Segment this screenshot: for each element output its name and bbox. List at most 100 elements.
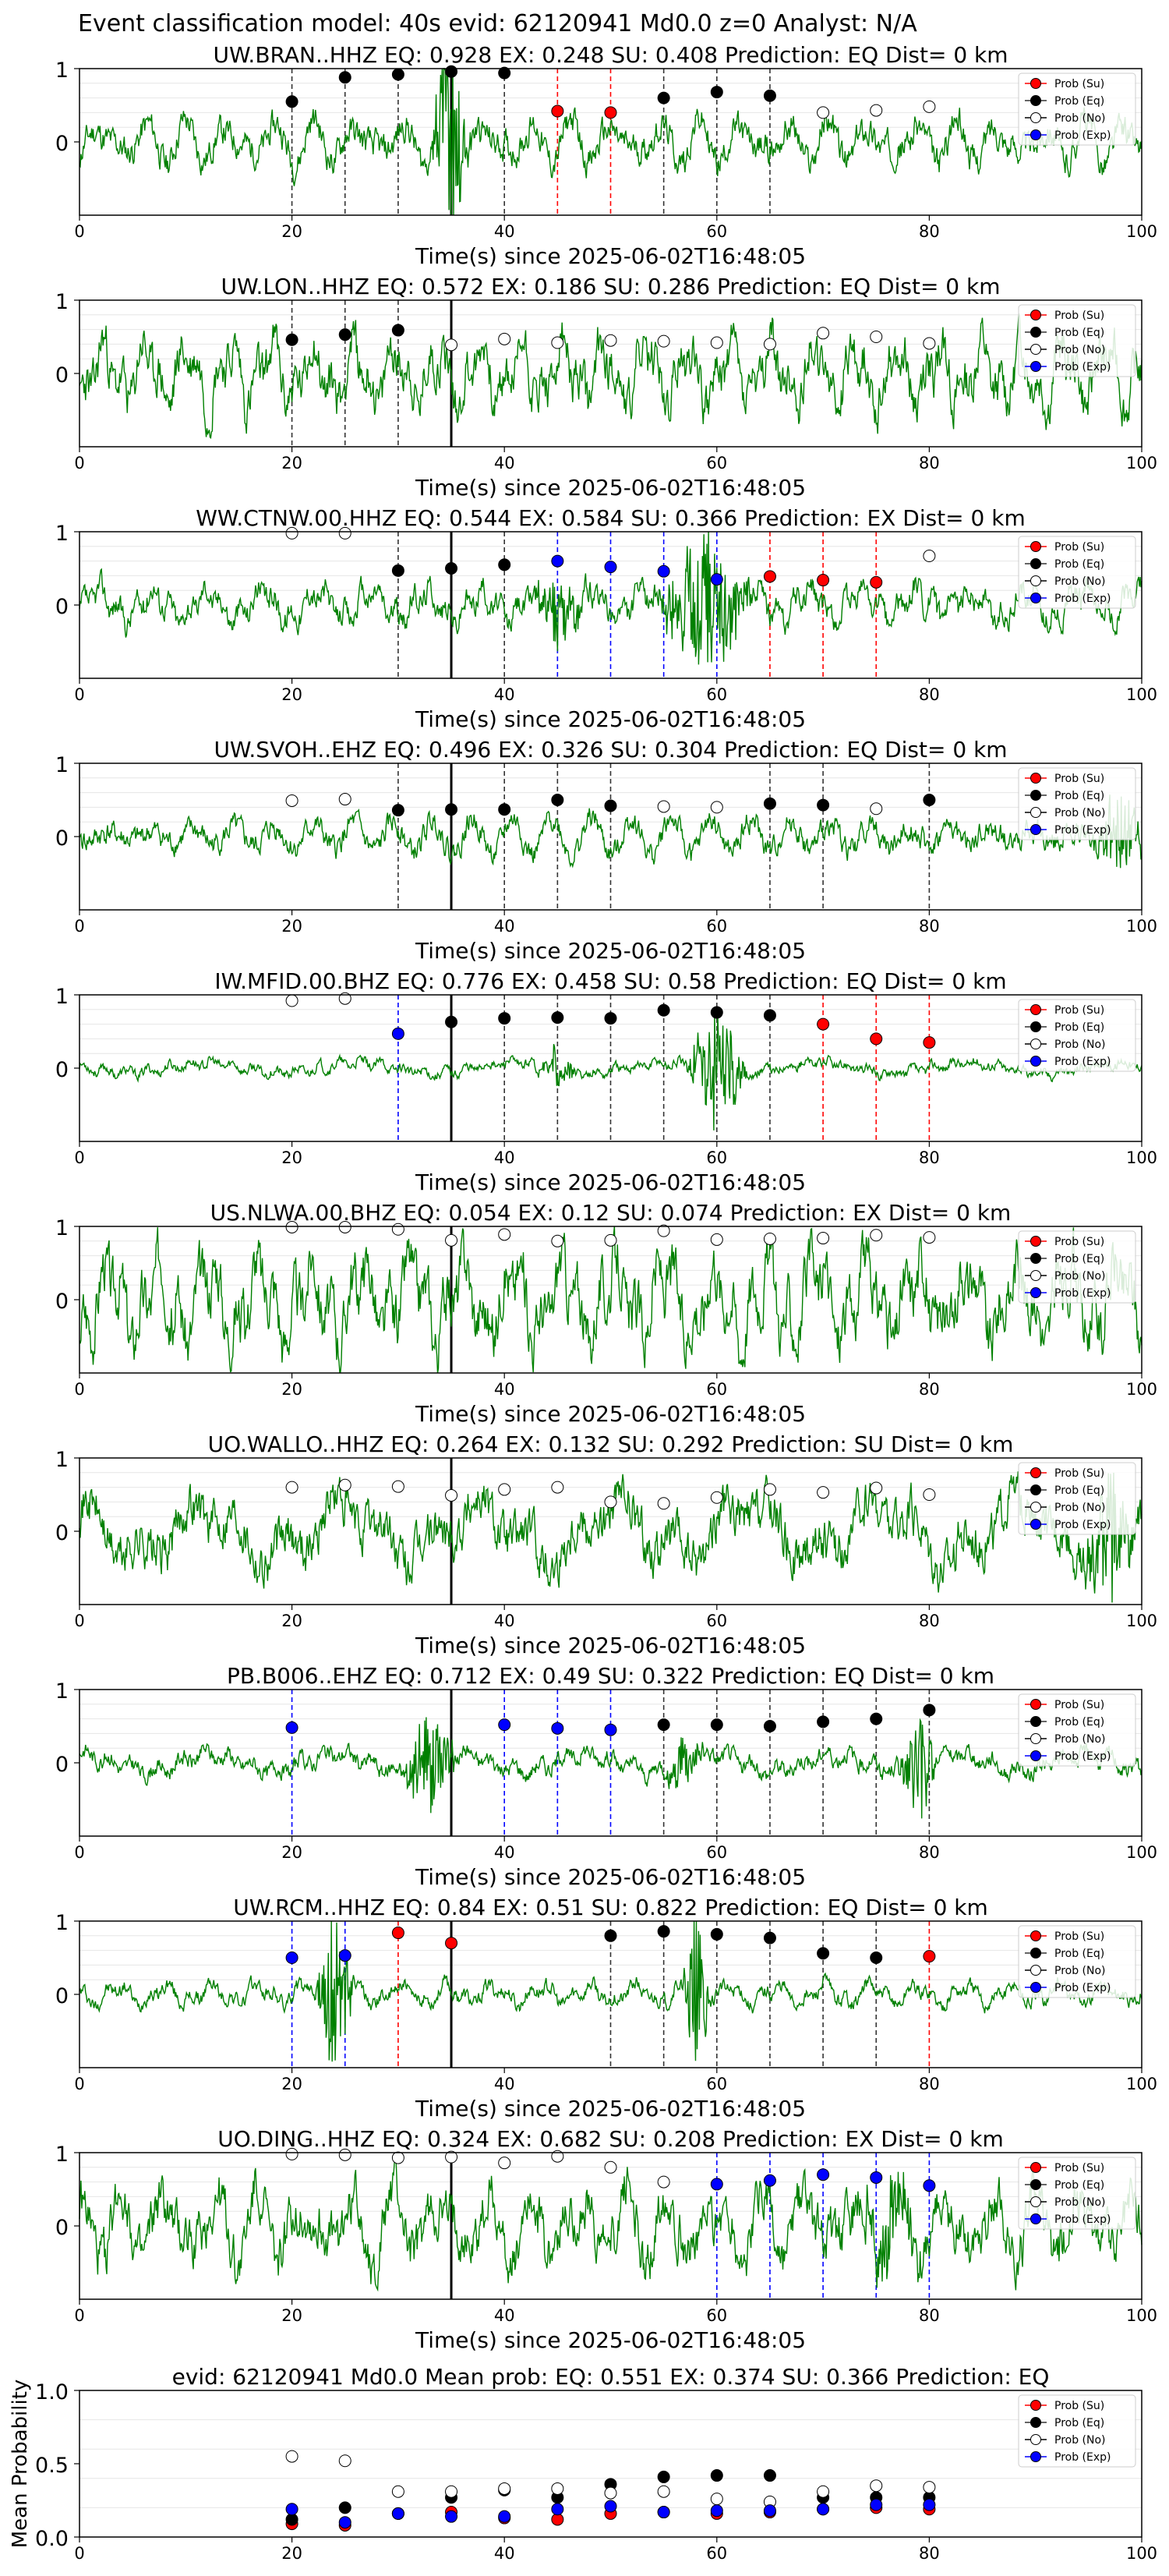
- prob-marker-su: [817, 1017, 830, 1031]
- mean-prob-marker-exp: [923, 2498, 936, 2511]
- legend-marker-exp: [1030, 824, 1041, 835]
- prob-marker-exp: [285, 1721, 298, 1734]
- legend-marker-exp: [1030, 2451, 1041, 2462]
- x-tick-label: 40: [494, 1148, 515, 1167]
- legend-label: Prob (No): [1054, 344, 1106, 356]
- prob-marker-no: [657, 1497, 670, 1510]
- legend-label: Prob (Eq): [1054, 1484, 1104, 1497]
- waveform-trace: [79, 1717, 1143, 1819]
- x-tick-label: 40: [494, 222, 515, 241]
- prob-marker-no: [923, 1488, 936, 1501]
- prob-marker-eq: [604, 1012, 617, 1025]
- prob-marker-eq: [445, 562, 458, 575]
- prob-marker-no: [391, 1480, 404, 1493]
- waveform-trace: [79, 313, 1143, 440]
- prob-marker-eq: [657, 91, 670, 104]
- legend-marker-eq: [1030, 1021, 1041, 1032]
- legend-box: [1018, 2157, 1136, 2230]
- panel-3: WW.CTNW.00.HHZ EQ: 0.544 EX: 0.584 SU: 0…: [55, 505, 1157, 732]
- legend-marker-su: [1030, 1004, 1041, 1015]
- prob-marker-su: [391, 1927, 404, 1940]
- y-tick-label: 1: [55, 985, 69, 1009]
- mean-prob-marker-no: [445, 2485, 458, 2498]
- y-tick-label: 0: [55, 1521, 69, 1545]
- prob-marker-no: [445, 1488, 458, 1502]
- x-tick-label: 80: [919, 1843, 940, 1862]
- x-tick-label: 20: [281, 2306, 302, 2325]
- prob-marker-eq: [870, 1712, 883, 1725]
- prob-marker-exp: [710, 2178, 723, 2191]
- legend-marker-su: [1030, 1699, 1041, 1710]
- panel-title: UO.DING..HHZ EQ: 0.324 EX: 0.682 SU: 0.2…: [217, 2126, 1003, 2152]
- legend-label: Prob (Su): [1054, 773, 1104, 785]
- x-tick-label: 60: [706, 2544, 727, 2563]
- x-tick-label: 80: [919, 2544, 940, 2563]
- x-axis-label: Time(s) since 2025-06-02T16:48:05: [415, 1169, 806, 1195]
- prob-marker-eq: [338, 328, 351, 341]
- prob-marker-no: [817, 1486, 830, 1499]
- prob-marker-eq: [551, 794, 564, 806]
- panel-title: US.NLWA.00.BHZ EQ: 0.054 EX: 0.12 SU: 0.…: [210, 1200, 1012, 1226]
- prob-marker-no: [870, 1481, 883, 1495]
- legend-marker-eq: [1030, 95, 1041, 106]
- x-tick-label: 0: [74, 685, 84, 704]
- prob-marker-no: [338, 1220, 351, 1233]
- prob-marker-no: [285, 1220, 298, 1233]
- x-tick-label: 60: [706, 2306, 727, 2325]
- legend-marker-su: [1030, 78, 1041, 89]
- x-tick-label: 40: [494, 685, 515, 704]
- prob-marker-su: [923, 1036, 936, 1049]
- x-tick-label: 60: [706, 2075, 727, 2093]
- mean-prob-marker-no: [923, 2481, 936, 2494]
- legend-marker-no: [1030, 112, 1041, 123]
- x-tick-label: 0: [74, 2306, 84, 2325]
- waveform-trace: [79, 794, 1143, 869]
- mean-prob-marker-eq: [657, 2470, 670, 2483]
- x-tick-label: 80: [919, 1612, 940, 1630]
- y-tick-label: 0.5: [35, 2454, 69, 2478]
- prob-marker-no: [285, 1481, 298, 1494]
- prob-marker-no: [338, 2148, 351, 2161]
- prob-marker-su: [870, 575, 883, 589]
- prob-marker-no: [870, 802, 883, 816]
- x-tick-label: 60: [706, 1843, 727, 1862]
- panel-title: UW.LON..HHZ EQ: 0.572 EX: 0.186 SU: 0.28…: [221, 274, 1000, 299]
- y-tick-label: 0: [55, 1753, 69, 1777]
- legend-label: Prob (Eq): [1054, 1253, 1104, 1265]
- legend-marker-eq: [1030, 558, 1041, 569]
- prob-marker-no: [710, 1233, 723, 1246]
- legend-label: Prob (Eq): [1054, 1716, 1104, 1729]
- x-tick-label: 80: [919, 222, 940, 241]
- y-tick-label: 0: [55, 1984, 69, 2008]
- prob-marker-exp: [551, 554, 564, 568]
- prob-marker-no: [551, 336, 564, 349]
- mean-prob-marker-exp: [498, 2510, 511, 2523]
- prob-marker-eq: [338, 71, 351, 84]
- legend-label: Prob (Su): [1054, 1467, 1104, 1480]
- prob-marker-exp: [710, 573, 723, 586]
- x-tick-label: 100: [1126, 1843, 1157, 1862]
- legend-marker-eq: [1030, 1716, 1041, 1727]
- x-tick-label: 20: [281, 2544, 302, 2563]
- prob-marker-eq: [391, 324, 404, 337]
- mean-prob-marker-eq: [338, 2501, 351, 2514]
- x-tick-label: 40: [494, 1380, 515, 1399]
- legend-box: [1018, 1230, 1136, 1304]
- legend-marker-su: [1030, 310, 1041, 320]
- x-tick-label: 60: [706, 917, 727, 936]
- legend-marker-no: [1030, 344, 1041, 355]
- prob-marker-eq: [551, 1011, 564, 1024]
- legend-label: Prob (Su): [1054, 1236, 1104, 1248]
- prob-marker-eq: [923, 1704, 936, 1717]
- prob-marker-eq: [285, 333, 298, 346]
- y-tick-label: 1: [55, 1216, 69, 1240]
- prob-marker-exp: [657, 564, 670, 578]
- prob-marker-no: [604, 2160, 617, 2174]
- waveform-trace: [79, 68, 1143, 216]
- legend-box: [1018, 1462, 1136, 1535]
- x-tick-label: 60: [706, 454, 727, 472]
- legend-label: Prob (No): [1054, 1502, 1106, 1514]
- x-tick-label: 80: [919, 2306, 940, 2325]
- prob-marker-exp: [870, 2171, 883, 2184]
- x-tick-label: 80: [919, 2075, 940, 2093]
